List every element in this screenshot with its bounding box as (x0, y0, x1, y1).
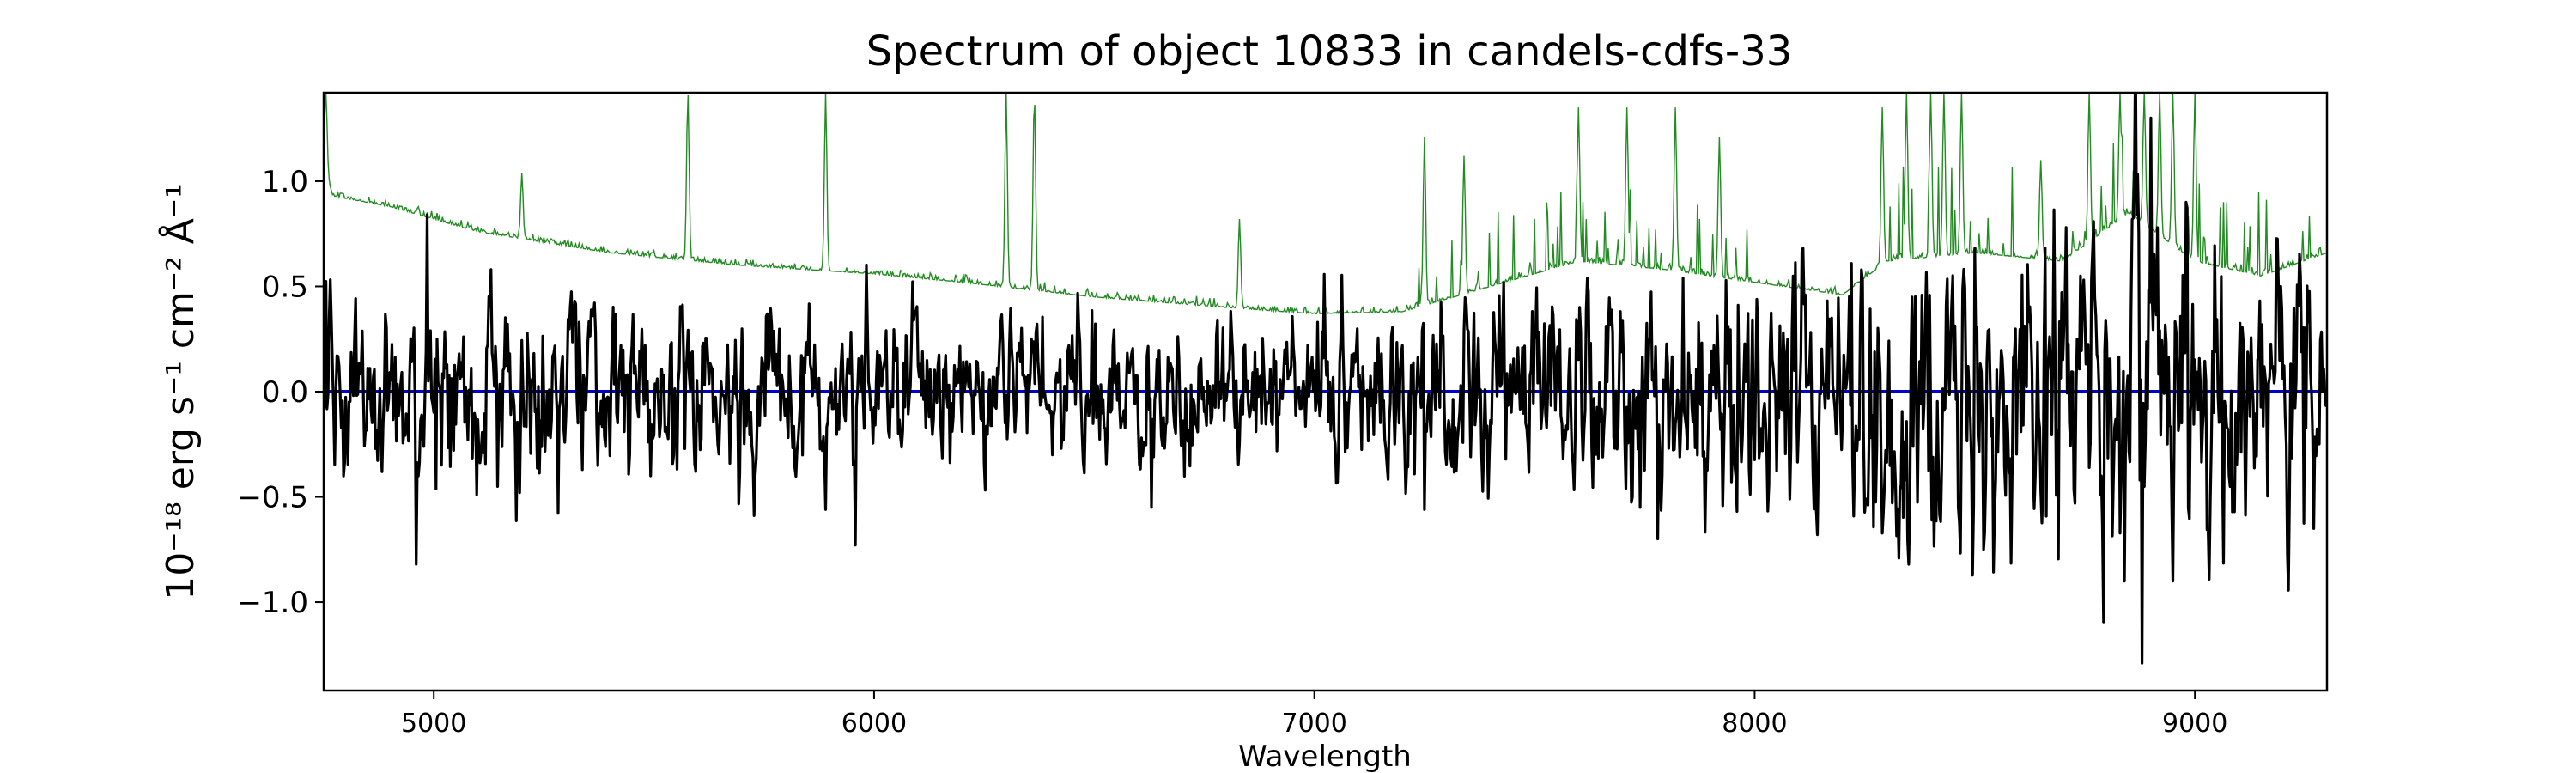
x-axis-label: Wavelength (1238, 740, 1412, 773)
y-tick-label: 0.5 (262, 270, 308, 304)
y-tick-label: −1.0 (237, 586, 308, 620)
y-axis: −1.0 −0.5 0.0 0.5 1.0 (237, 165, 324, 620)
series-layer (324, 93, 2327, 665)
y-tick-label: 0.0 (262, 375, 308, 410)
x-axis: 5000 6000 7000 8000 9000 (401, 691, 2227, 739)
x-tick-label: 5000 (401, 709, 466, 739)
x-tick-label: 7000 (1282, 709, 1347, 739)
y-tick-label: −0.5 (237, 481, 308, 515)
x-tick-label: 9000 (2162, 709, 2227, 739)
x-tick-label: 8000 (1722, 709, 1787, 739)
x-tick-label: 6000 (841, 709, 907, 739)
y-axis-label: 10⁻¹⁸ erg s⁻¹ cm⁻² Å⁻¹ (157, 183, 203, 600)
chart-title: Spectrum of object 10833 in candels-cdfs… (866, 27, 1793, 76)
y-tick-label: 1.0 (262, 165, 308, 199)
flux-spectrum-line (324, 93, 2327, 665)
